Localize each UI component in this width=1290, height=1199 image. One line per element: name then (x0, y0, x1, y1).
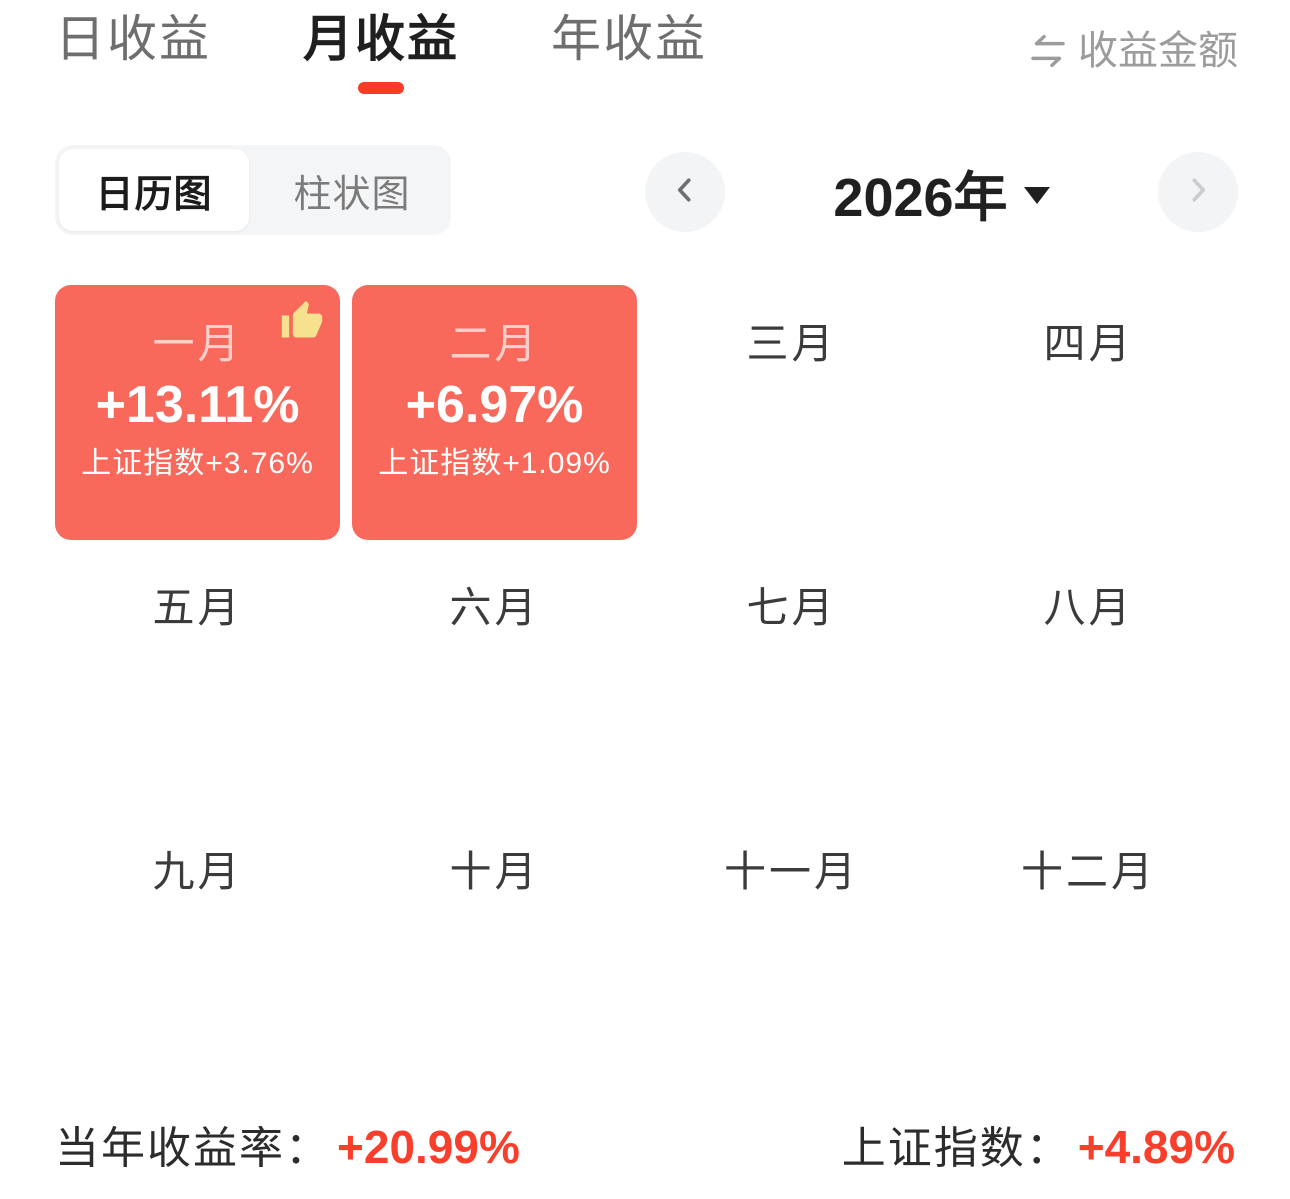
month-label: 十月 (449, 848, 540, 895)
year-navigation: 2026年 (645, 152, 1238, 232)
year-summary: 当年收益率： +20.99% 上证指数： +4.89% (55, 1112, 1235, 1176)
chevron-left-icon (667, 172, 703, 213)
view-option-calendar[interactable]: 日历图 (59, 149, 249, 231)
month-cell-august[interactable]: 八月 (946, 549, 1231, 804)
month-label: 二月 (449, 320, 540, 367)
month-label: 八月 (1043, 584, 1134, 631)
view-switch: 日历图 柱状图 (55, 145, 451, 235)
thumbs-up-icon (280, 299, 324, 348)
view-option-label: 柱状图 (293, 173, 411, 216)
tab-daily-return[interactable]: 日收益 (55, 10, 211, 94)
month-return-value: +6.97% (405, 376, 584, 434)
month-label: 五月 (152, 584, 243, 631)
tab-underline (110, 82, 156, 94)
month-cell-october[interactable]: 十月 (352, 813, 637, 1068)
amount-toggle-label: 收益金额 (1078, 29, 1238, 73)
caret-down-icon (1023, 186, 1050, 204)
tab-yearly-return[interactable]: 年收益 (551, 10, 707, 94)
month-label: 三月 (746, 320, 837, 367)
tab-label: 月收益 (303, 11, 459, 67)
month-cell-december[interactable]: 十二月 (946, 813, 1231, 1068)
month-label: 十二月 (1020, 848, 1156, 895)
view-option-bar-chart[interactable]: 柱状图 (257, 149, 447, 231)
tab-monthly-return[interactable]: 月收益 (303, 10, 459, 94)
month-cell-june[interactable]: 六月 (352, 549, 637, 804)
year-return-value: +20.99% (337, 1121, 520, 1173)
year-return-summary: 当年收益率： +20.99% (55, 1112, 520, 1176)
next-year-button[interactable] (1158, 152, 1238, 232)
swap-icon (1028, 31, 1068, 71)
year-selector[interactable]: 2026年 (725, 153, 1158, 232)
month-cell-january[interactable]: 一月 +13.11% 上证指数+3.76% (55, 285, 340, 540)
month-grid: 一月 +13.11% 上证指数+3.76% 二月 +6.97% 上证指数+1.0… (55, 285, 1235, 1068)
month-cell-april[interactable]: 四月 (946, 285, 1231, 540)
index-return-summary: 上证指数： +4.89% (842, 1112, 1235, 1176)
period-tabs: 日收益 月收益 年收益 (55, 10, 707, 94)
month-label: 六月 (449, 584, 540, 631)
month-cell-july[interactable]: 七月 (649, 549, 934, 804)
month-index-value: 上证指数+1.09% (378, 447, 611, 480)
month-cell-february[interactable]: 二月 +6.97% 上证指数+1.09% (352, 285, 637, 540)
month-label: 十一月 (723, 848, 859, 895)
month-label: 九月 (152, 848, 243, 895)
chevron-right-icon (1180, 172, 1216, 213)
active-tab-underline (358, 82, 404, 94)
month-cell-march[interactable]: 三月 (649, 285, 934, 540)
month-return-value: +13.11% (95, 376, 300, 434)
month-cell-november[interactable]: 十一月 (649, 813, 934, 1068)
tab-label: 日收益 (55, 11, 211, 67)
month-index-value: 上证指数+3.76% (81, 447, 314, 480)
month-label: 四月 (1043, 320, 1134, 367)
prev-year-button[interactable] (645, 152, 725, 232)
month-label: 一月 (152, 320, 243, 367)
toggle-amount-mode[interactable]: 收益金额 (1028, 28, 1238, 74)
year-label: 2026年 (833, 167, 1008, 228)
tab-underline (606, 82, 652, 94)
month-label: 七月 (746, 584, 837, 631)
month-cell-september[interactable]: 九月 (55, 813, 340, 1068)
tab-label: 年收益 (551, 11, 707, 67)
year-return-label: 当年收益率： (55, 1124, 331, 1173)
index-label: 上证指数： (841, 1124, 1072, 1173)
index-value: +4.89% (1077, 1121, 1235, 1173)
view-option-label: 日历图 (95, 173, 213, 216)
month-cell-may[interactable]: 五月 (55, 549, 340, 804)
